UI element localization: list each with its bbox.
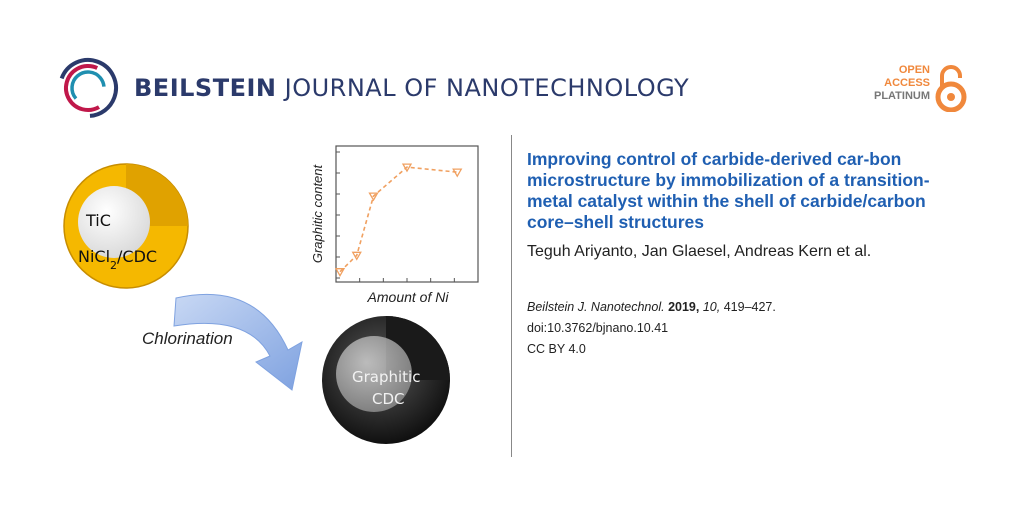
tic-core-shell-sphere: TiC NiCl2/CDC: [63, 163, 189, 289]
chlorination-arrow: [173, 293, 303, 391]
citation-block: Beilstein J. Nanotechnol. 2019, 10, 419–…: [527, 297, 776, 360]
graphitic-cdc-sphere: Graphitic CDC: [322, 316, 450, 444]
journal-logo: [58, 58, 118, 118]
citation-year: 2019,: [668, 300, 700, 314]
plot-ylabel: Graphitic content: [310, 163, 325, 263]
vertical-divider: [511, 135, 512, 457]
inset-plot: Graphitic content Amount of Ni: [310, 145, 479, 305]
plot-xlabel: Amount of Ni: [367, 289, 450, 305]
open-access-badge: OPEN ACCESS PLATINUM: [818, 64, 968, 112]
plot-point: [368, 192, 379, 202]
result-label-line1: Graphitic: [352, 368, 420, 386]
open-access-line2: ACCESS: [884, 77, 930, 89]
open-access-line3: PLATINUM: [873, 90, 930, 102]
journal-name-rest: JOURNAL OF NANOTECHNOLOGY: [284, 74, 690, 102]
article-title[interactable]: Improving control of carbide-derived car…: [527, 149, 930, 232]
shell-label: NiCl2/CDC: [78, 247, 157, 272]
plot-point: [401, 163, 413, 173]
plot-marks: [334, 151, 479, 282]
citation-pages: 419–427.: [723, 300, 776, 314]
citation-license[interactable]: CC BY 4.0: [527, 342, 586, 356]
open-access-line1: OPEN: [898, 64, 930, 76]
result-label-line2: CDC: [372, 390, 405, 408]
plot-series-line: [339, 166, 458, 273]
plot-point: [351, 251, 362, 261]
journal-name: BEILSTEIN JOURNAL OF NANOTECHNOLOGY: [134, 74, 689, 102]
open-lock-icon: [935, 65, 967, 112]
core-label: TiC: [85, 211, 111, 230]
citation-doi[interactable]: doi:10.3762/bjnano.10.41: [527, 321, 669, 335]
graphical-abstract: TiC NiCl2/CDC Chlorination Graphitic CDC…: [63, 145, 479, 444]
article-authors: Teguh Ariyanto, Jan Glaesel, Andreas Ker…: [527, 243, 872, 260]
citation-volume: 10,: [702, 300, 721, 314]
journal-abbrev: Beilstein J. Nanotechnol.: [527, 300, 665, 314]
article-info: Improving control of carbide-derived car…: [527, 149, 967, 261]
citation-line: Beilstein J. Nanotechnol. 2019, 10, 419–…: [527, 297, 776, 318]
plot-point: [334, 268, 346, 278]
open-access-text: OPEN ACCESS PLATINUM: [874, 64, 930, 103]
plot-point: [452, 168, 463, 178]
arrow-label: Chlorination: [142, 329, 233, 348]
journal-name-strong: BEILSTEIN: [134, 74, 277, 102]
